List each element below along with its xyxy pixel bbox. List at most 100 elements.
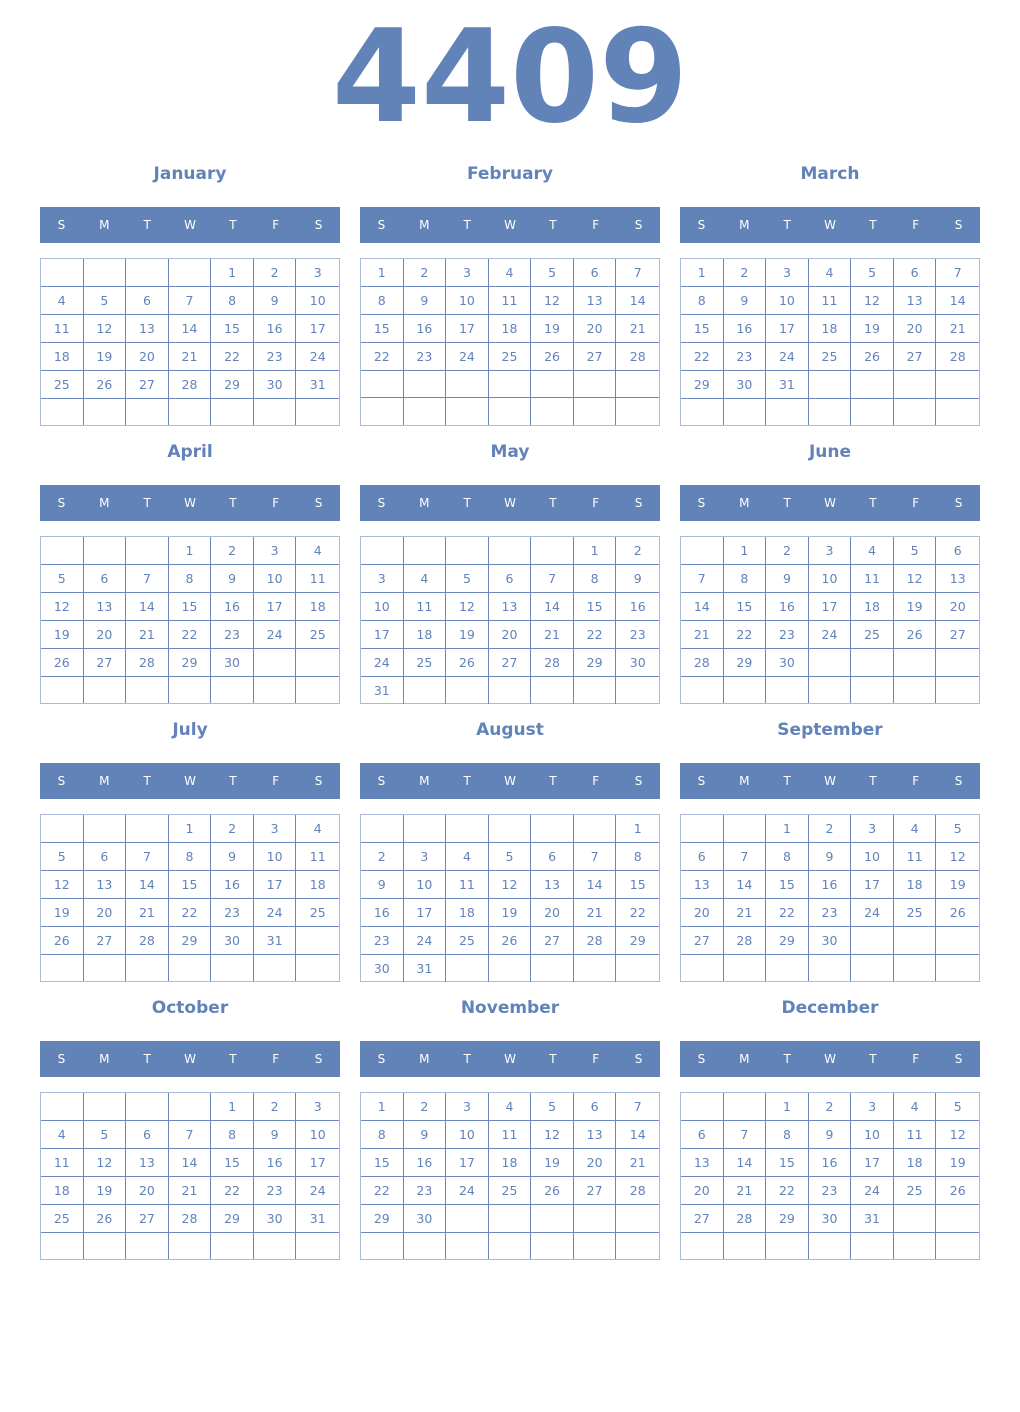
- day-cell: [404, 398, 447, 425]
- day-cell: 11: [296, 565, 339, 593]
- weekday-label: S: [634, 774, 643, 788]
- day-cell: 30: [723, 371, 767, 399]
- day-cell: 14: [126, 593, 169, 621]
- day-cell: 13: [681, 871, 724, 899]
- day-cell: 26: [41, 649, 84, 677]
- weekday-label: T: [463, 496, 471, 510]
- day-cell: 8: [616, 843, 659, 871]
- day-cell: [254, 677, 297, 703]
- day-cell: 18: [41, 1177, 84, 1205]
- weekday-label: T: [549, 1052, 557, 1066]
- day-cell: 1: [361, 259, 404, 287]
- weekday-label: M: [739, 774, 750, 788]
- weekday-label: F: [912, 496, 920, 510]
- day-cell: 29: [211, 1205, 254, 1233]
- day-cell: 3: [446, 259, 489, 287]
- weekday-label: M: [419, 1052, 430, 1066]
- day-cell: 18: [296, 593, 339, 621]
- day-cell: 15: [723, 593, 767, 621]
- day-grid: 1 2 3 4 5 6 7 8 9 10 11 12 13 14 15 16 17 18 19 20 21 22 23 24 2…: [360, 258, 660, 426]
- day-cell: [489, 398, 532, 425]
- weekday-label: S: [954, 1052, 963, 1066]
- day-cell: 30: [253, 371, 297, 399]
- day-cell: 27: [83, 927, 127, 955]
- day-cell: 17: [851, 871, 894, 899]
- day-cell: [573, 1205, 617, 1233]
- day-cell: [446, 955, 489, 982]
- day-grid: 1 2 3 4 5 6 7 8 9 10 11 12 13 14 15 16 17 18 19 20 21 22 23 24 2…: [680, 536, 980, 704]
- weekday-label: S: [314, 1052, 323, 1066]
- day-cell: [403, 815, 447, 843]
- day-cell: 28: [168, 1205, 212, 1233]
- day-cell: [169, 399, 212, 425]
- day-cell: 16: [723, 315, 767, 343]
- day-cell: [616, 677, 659, 704]
- day-cell: 21: [681, 621, 724, 649]
- day-cell: 25: [488, 1177, 532, 1205]
- day-cell: 11: [893, 843, 937, 871]
- day-cell: 4: [488, 259, 532, 287]
- weekday-label: W: [184, 218, 196, 232]
- day-cell: [936, 677, 979, 703]
- day-cell: 4: [893, 815, 937, 843]
- day-cell: 27: [681, 1205, 724, 1233]
- day-cell: 5: [83, 287, 127, 315]
- weekday-label: T: [143, 1052, 151, 1066]
- day-cell: 4: [488, 1093, 532, 1121]
- day-cell: [616, 398, 659, 425]
- day-cell: 15: [361, 1149, 404, 1177]
- day-cell: 7: [531, 565, 574, 593]
- day-cell: 28: [531, 649, 574, 677]
- day-cell: [851, 649, 894, 677]
- day-cell: [851, 371, 894, 399]
- day-cell: 29: [168, 927, 212, 955]
- day-cell: 24: [296, 1177, 339, 1205]
- day-cell: 16: [403, 1149, 447, 1177]
- month-title: September: [777, 720, 883, 740]
- weekday-label: S: [377, 1052, 386, 1066]
- day-cell: 15: [616, 871, 659, 899]
- day-cell: [296, 955, 339, 981]
- day-cell: 15: [573, 593, 617, 621]
- day-cell: [573, 371, 617, 398]
- day-cell: [296, 927, 339, 955]
- weekday-label: S: [697, 774, 706, 788]
- day-cell: 30: [766, 649, 809, 677]
- day-cell: 24: [403, 927, 447, 955]
- day-cell: 22: [168, 621, 212, 649]
- weekday-label: T: [869, 1052, 877, 1066]
- day-cell: 14: [168, 315, 212, 343]
- day-cell: 30: [808, 1205, 852, 1233]
- weekday-label: S: [314, 218, 323, 232]
- day-cell: 13: [83, 593, 127, 621]
- weekday-label: W: [184, 774, 196, 788]
- day-cell: 29: [766, 1205, 809, 1233]
- day-cell: [41, 259, 84, 287]
- day-cell: [766, 1233, 809, 1259]
- day-cell: [126, 677, 169, 703]
- day-cell: [41, 1093, 84, 1121]
- day-cell: [446, 677, 489, 704]
- weekday-label: T: [549, 218, 557, 232]
- weekday-label: W: [504, 1052, 516, 1066]
- day-cell: 10: [446, 287, 489, 315]
- day-cell: 18: [893, 871, 937, 899]
- day-cell: 21: [168, 1177, 212, 1205]
- weekday-label: S: [697, 496, 706, 510]
- weekday-label: F: [912, 218, 920, 232]
- day-cell: 30: [808, 927, 852, 955]
- weekday-label: T: [783, 496, 791, 510]
- day-cell: 23: [808, 899, 852, 927]
- day-cell: [724, 399, 767, 425]
- day-cell: 13: [893, 287, 937, 315]
- day-cell: [531, 1233, 574, 1259]
- day-cell: 2: [808, 815, 852, 843]
- day-cell: 4: [851, 537, 894, 565]
- day-cell: 3: [361, 565, 404, 593]
- weekday-label: M: [99, 218, 110, 232]
- day-cell: 10: [253, 565, 297, 593]
- day-cell: 21: [616, 315, 659, 343]
